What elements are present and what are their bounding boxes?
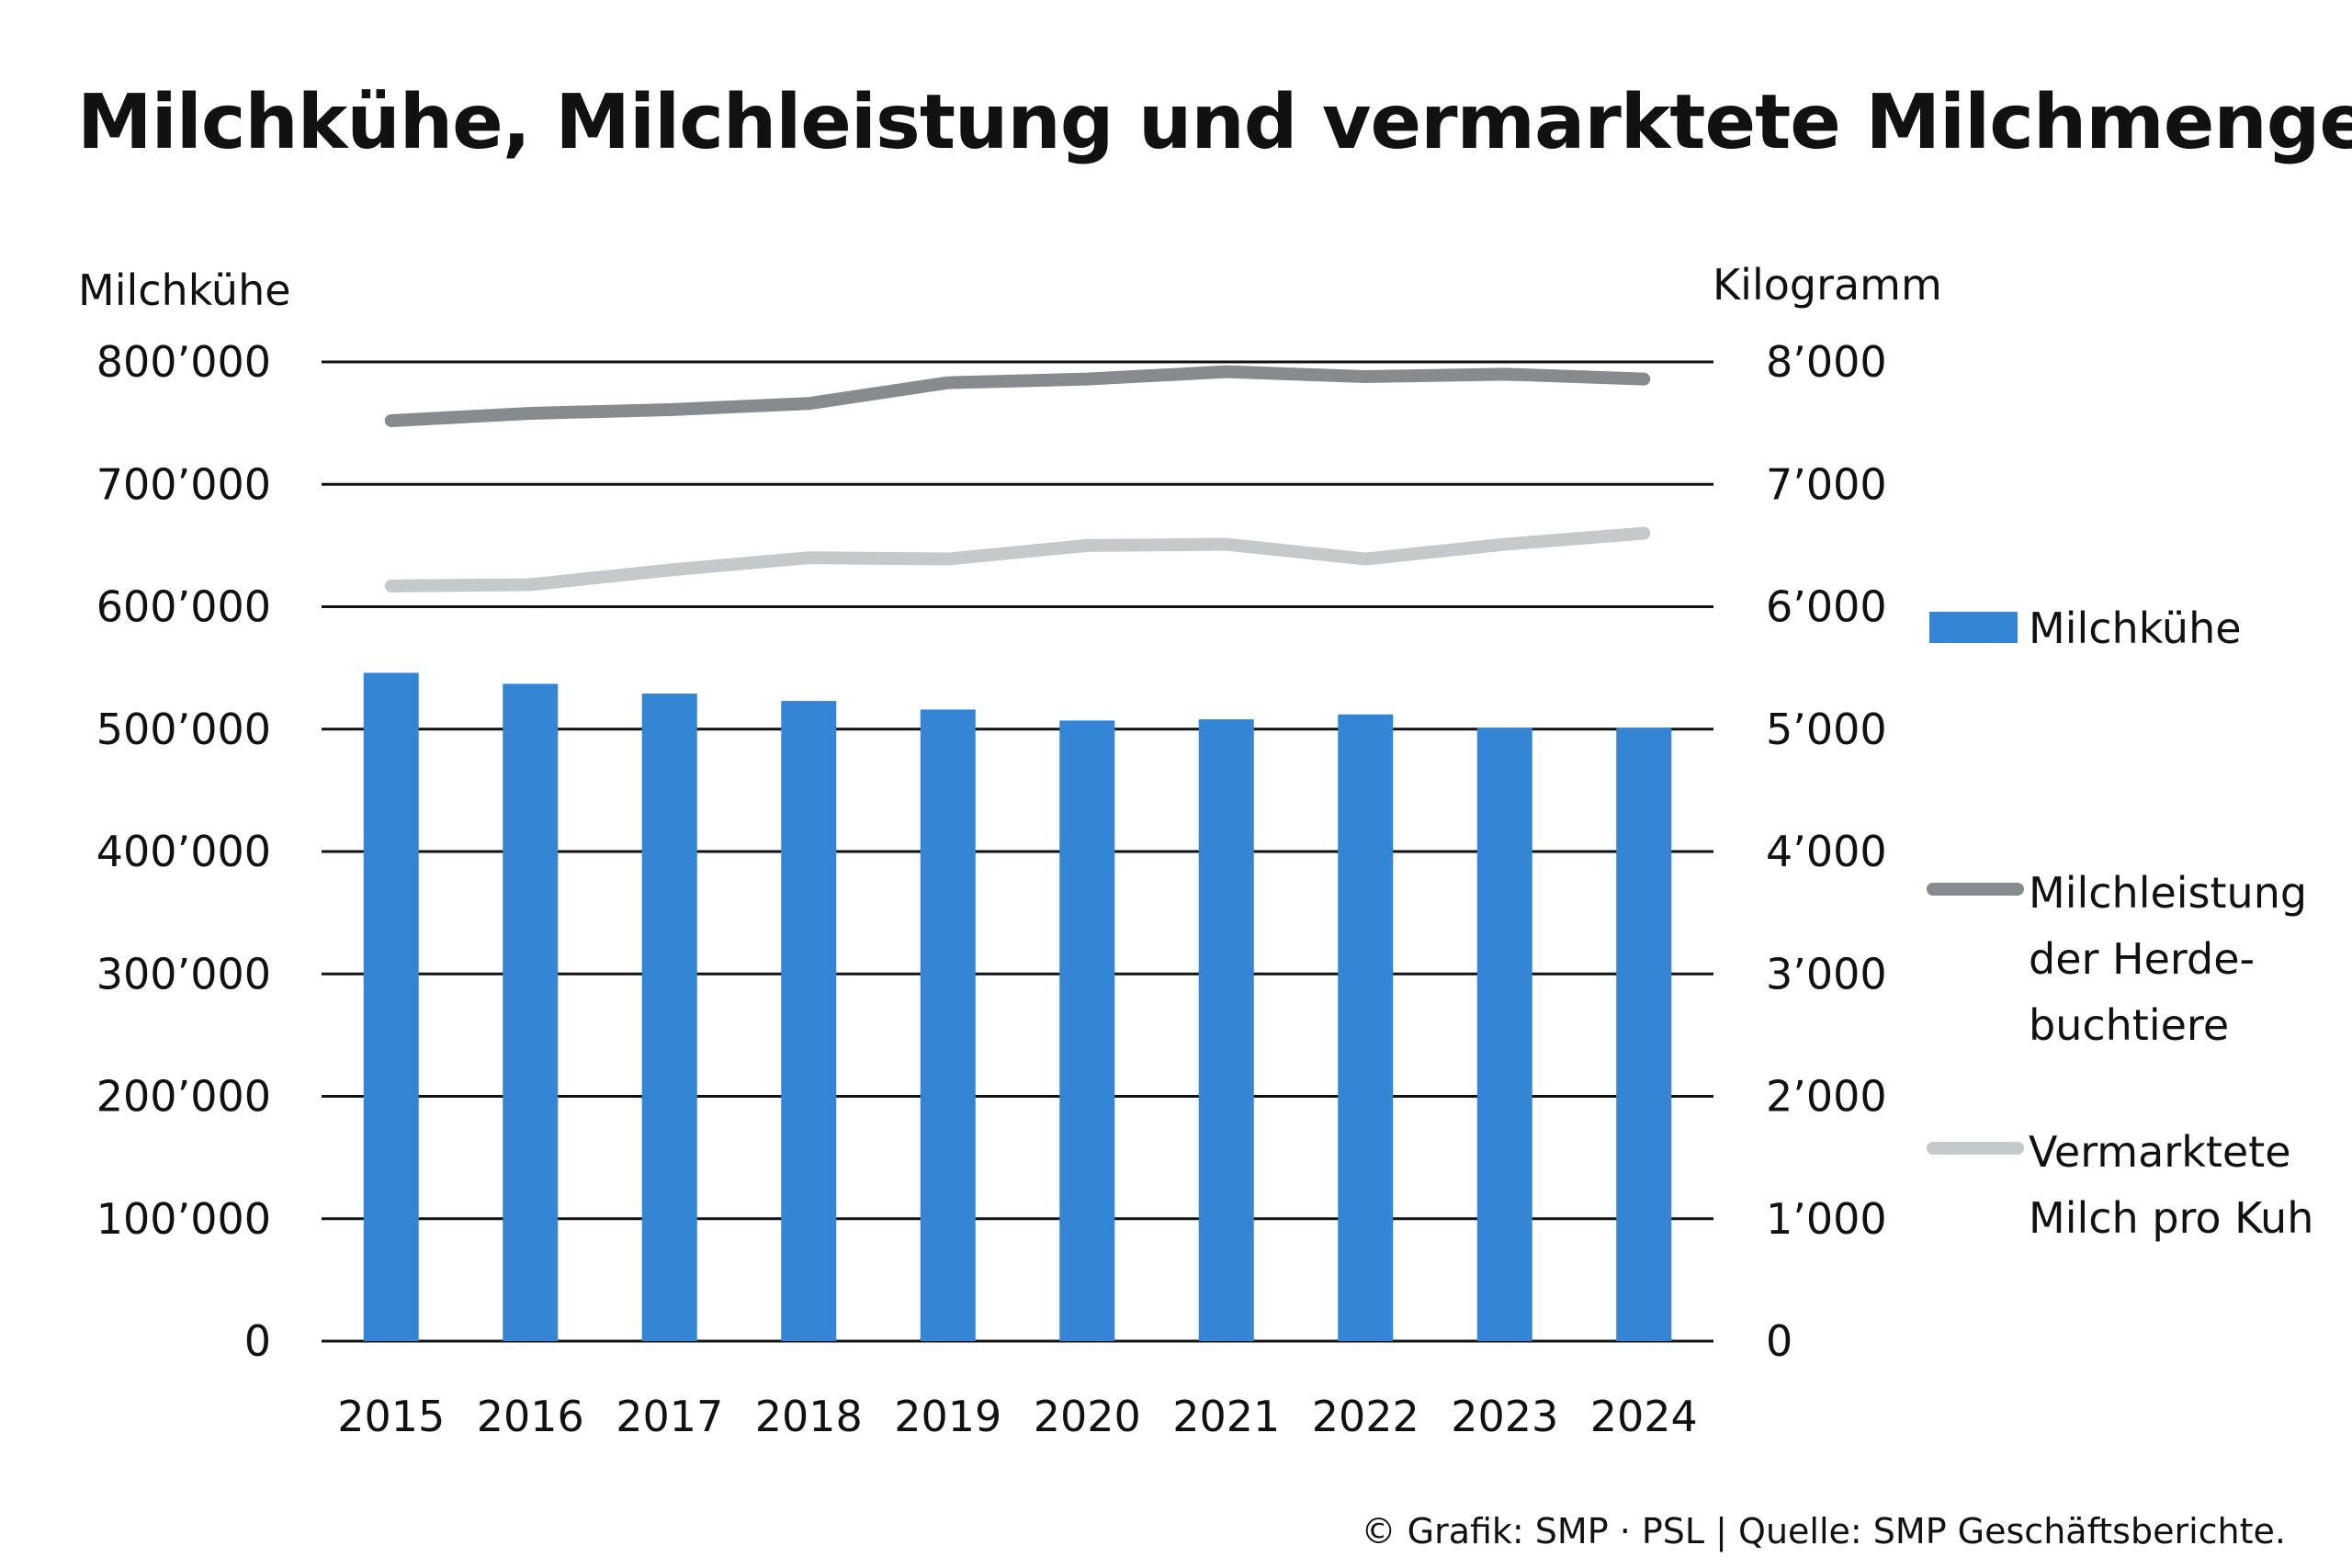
- legend-label-vermarktete-milch: Vermarktete Milch pro Kuh: [2029, 1119, 2313, 1251]
- left-tick-label: 500’000: [96, 705, 271, 754]
- line-vermarktete-milch: [384, 526, 1651, 592]
- source-footer: © Grafik: SMP · PSL | Quelle: SMP Geschä…: [1361, 1511, 2286, 1551]
- left-tick-label: 100’000: [96, 1194, 271, 1244]
- x-tick-label: 2021: [1172, 1392, 1280, 1441]
- legend-swatches: [1927, 612, 2024, 1155]
- right-tick-label: 2’000: [1766, 1072, 1887, 1122]
- right-axis-title: Kilogramm: [1713, 260, 1942, 310]
- left-tick-label: 0: [244, 1316, 271, 1366]
- legend-label-milchkuehe: Milchkühe: [2029, 604, 2242, 653]
- bar: [920, 709, 976, 1341]
- chart-title: Milchkühe, Milchleistung und vermarktete…: [77, 79, 2352, 166]
- legend-label-line: Vermarktete: [2029, 1127, 2291, 1177]
- bar: [1338, 714, 1394, 1341]
- left-tick-label: 400’000: [96, 827, 271, 876]
- x-tick-label: 2015: [337, 1392, 445, 1441]
- right-tick-labels: 0 1’000 2’000 3’000 4’000 5’000 6’000 7’000 8’00…: [1766, 337, 1887, 1366]
- bar: [363, 672, 419, 1341]
- left-tick-label: 300’000: [96, 949, 271, 998]
- legend-label-line: der Herde-: [2029, 934, 2256, 984]
- right-tick-label: 4’000: [1766, 827, 1887, 876]
- x-tick-label: 2022: [1312, 1392, 1419, 1441]
- right-tick-label: 3’000: [1766, 949, 1887, 998]
- right-tick-label: 7’000: [1766, 459, 1887, 509]
- bar: [503, 683, 559, 1341]
- bar: [1198, 719, 1254, 1341]
- bar: [1616, 728, 1672, 1341]
- right-tick-label: 0: [1766, 1316, 1792, 1366]
- x-tick-label: 2023: [1451, 1392, 1558, 1441]
- x-tick-label: 2020: [1034, 1392, 1141, 1441]
- left-tick-label: 700’000: [96, 459, 271, 509]
- legend-label-milchleistung: Milchleistung der Herde- buchtiere: [2029, 860, 2307, 1058]
- left-axis-title: Milchkühe: [78, 265, 291, 315]
- legend-label-line: Milchleistung: [2029, 868, 2308, 918]
- legend-label-line: Milch pro Kuh: [2029, 1193, 2314, 1243]
- left-tick-labels: 0 100’000 200’000 300’000 400’000 500’000 600’…: [96, 337, 271, 1366]
- line-series: [384, 365, 1651, 592]
- right-tick-label: 8’000: [1766, 337, 1887, 387]
- bar: [781, 701, 837, 1341]
- x-tick-label: 2018: [755, 1392, 863, 1441]
- line-milchleistung: [384, 365, 1651, 427]
- x-tick-label: 2017: [616, 1392, 723, 1441]
- x-tick-labels: 2015 2016 2017 2018 2019 2020 2021 2022 2023 2024: [337, 1392, 1698, 1441]
- left-tick-label: 600’000: [96, 582, 271, 632]
- x-tick-label: 2019: [894, 1392, 1001, 1441]
- bar: [1059, 720, 1115, 1341]
- left-tick-label: 200’000: [96, 1072, 271, 1122]
- right-tick-label: 1’000: [1766, 1194, 1887, 1244]
- right-tick-label: 6’000: [1766, 582, 1887, 632]
- right-tick-label: 5’000: [1766, 705, 1887, 754]
- bar: [1476, 728, 1532, 1341]
- legend-label-line: buchtiere: [2029, 1000, 2230, 1050]
- left-tick-label: 800’000: [96, 337, 271, 387]
- legend-swatch-bars: [1929, 612, 2018, 643]
- x-tick-label: 2016: [477, 1392, 584, 1441]
- bar: [641, 694, 697, 1341]
- x-tick-label: 2024: [1590, 1392, 1698, 1441]
- bar-series: [363, 672, 1672, 1341]
